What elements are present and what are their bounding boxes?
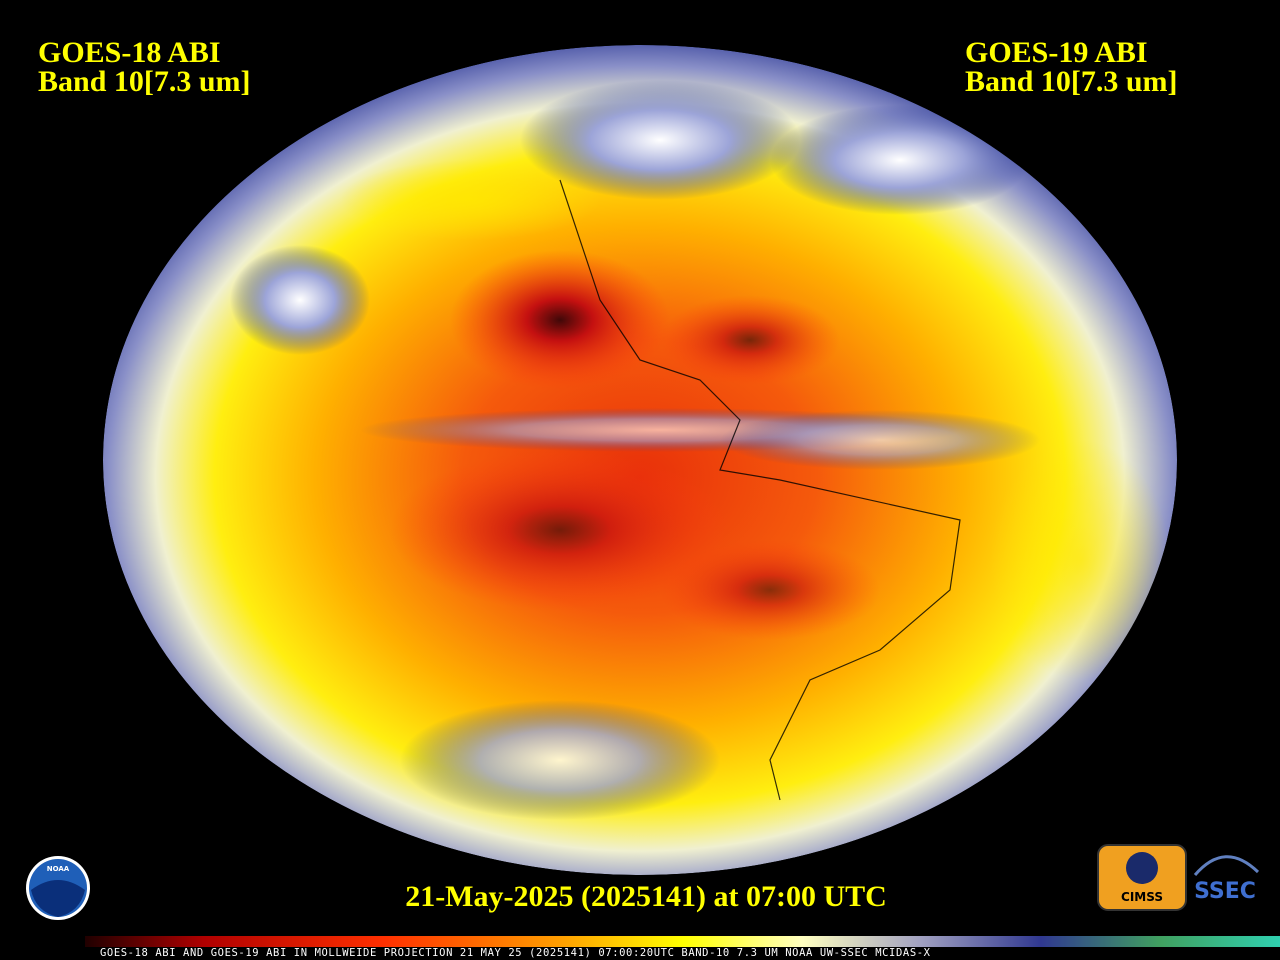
colorbar (85, 936, 1280, 947)
noaa-text: NOAA (47, 865, 70, 873)
globe-image (103, 45, 1177, 875)
left-label: Band 10[7.3 um] (38, 65, 251, 98)
right-label: Band 10[7.3 um] (965, 65, 1178, 98)
ssec-text: SSEC (1194, 879, 1256, 904)
noaa-logo: NOAA (26, 856, 90, 920)
right-label: GOES-19 ABI (965, 36, 1148, 69)
colorbar-caption: GOES-18 ABI AND GOES-19 ABI IN MOLLWEIDE… (100, 947, 931, 959)
cimss-text: CIMSS (1121, 890, 1163, 904)
cimss-logo: CIMSS (1097, 844, 1187, 911)
timestamp: 21-May-2025 (2025141) at 07:00 UTC (405, 880, 887, 913)
ssec-logo: SSEC (1193, 855, 1260, 904)
left-label: GOES-18 ABI (38, 36, 221, 69)
